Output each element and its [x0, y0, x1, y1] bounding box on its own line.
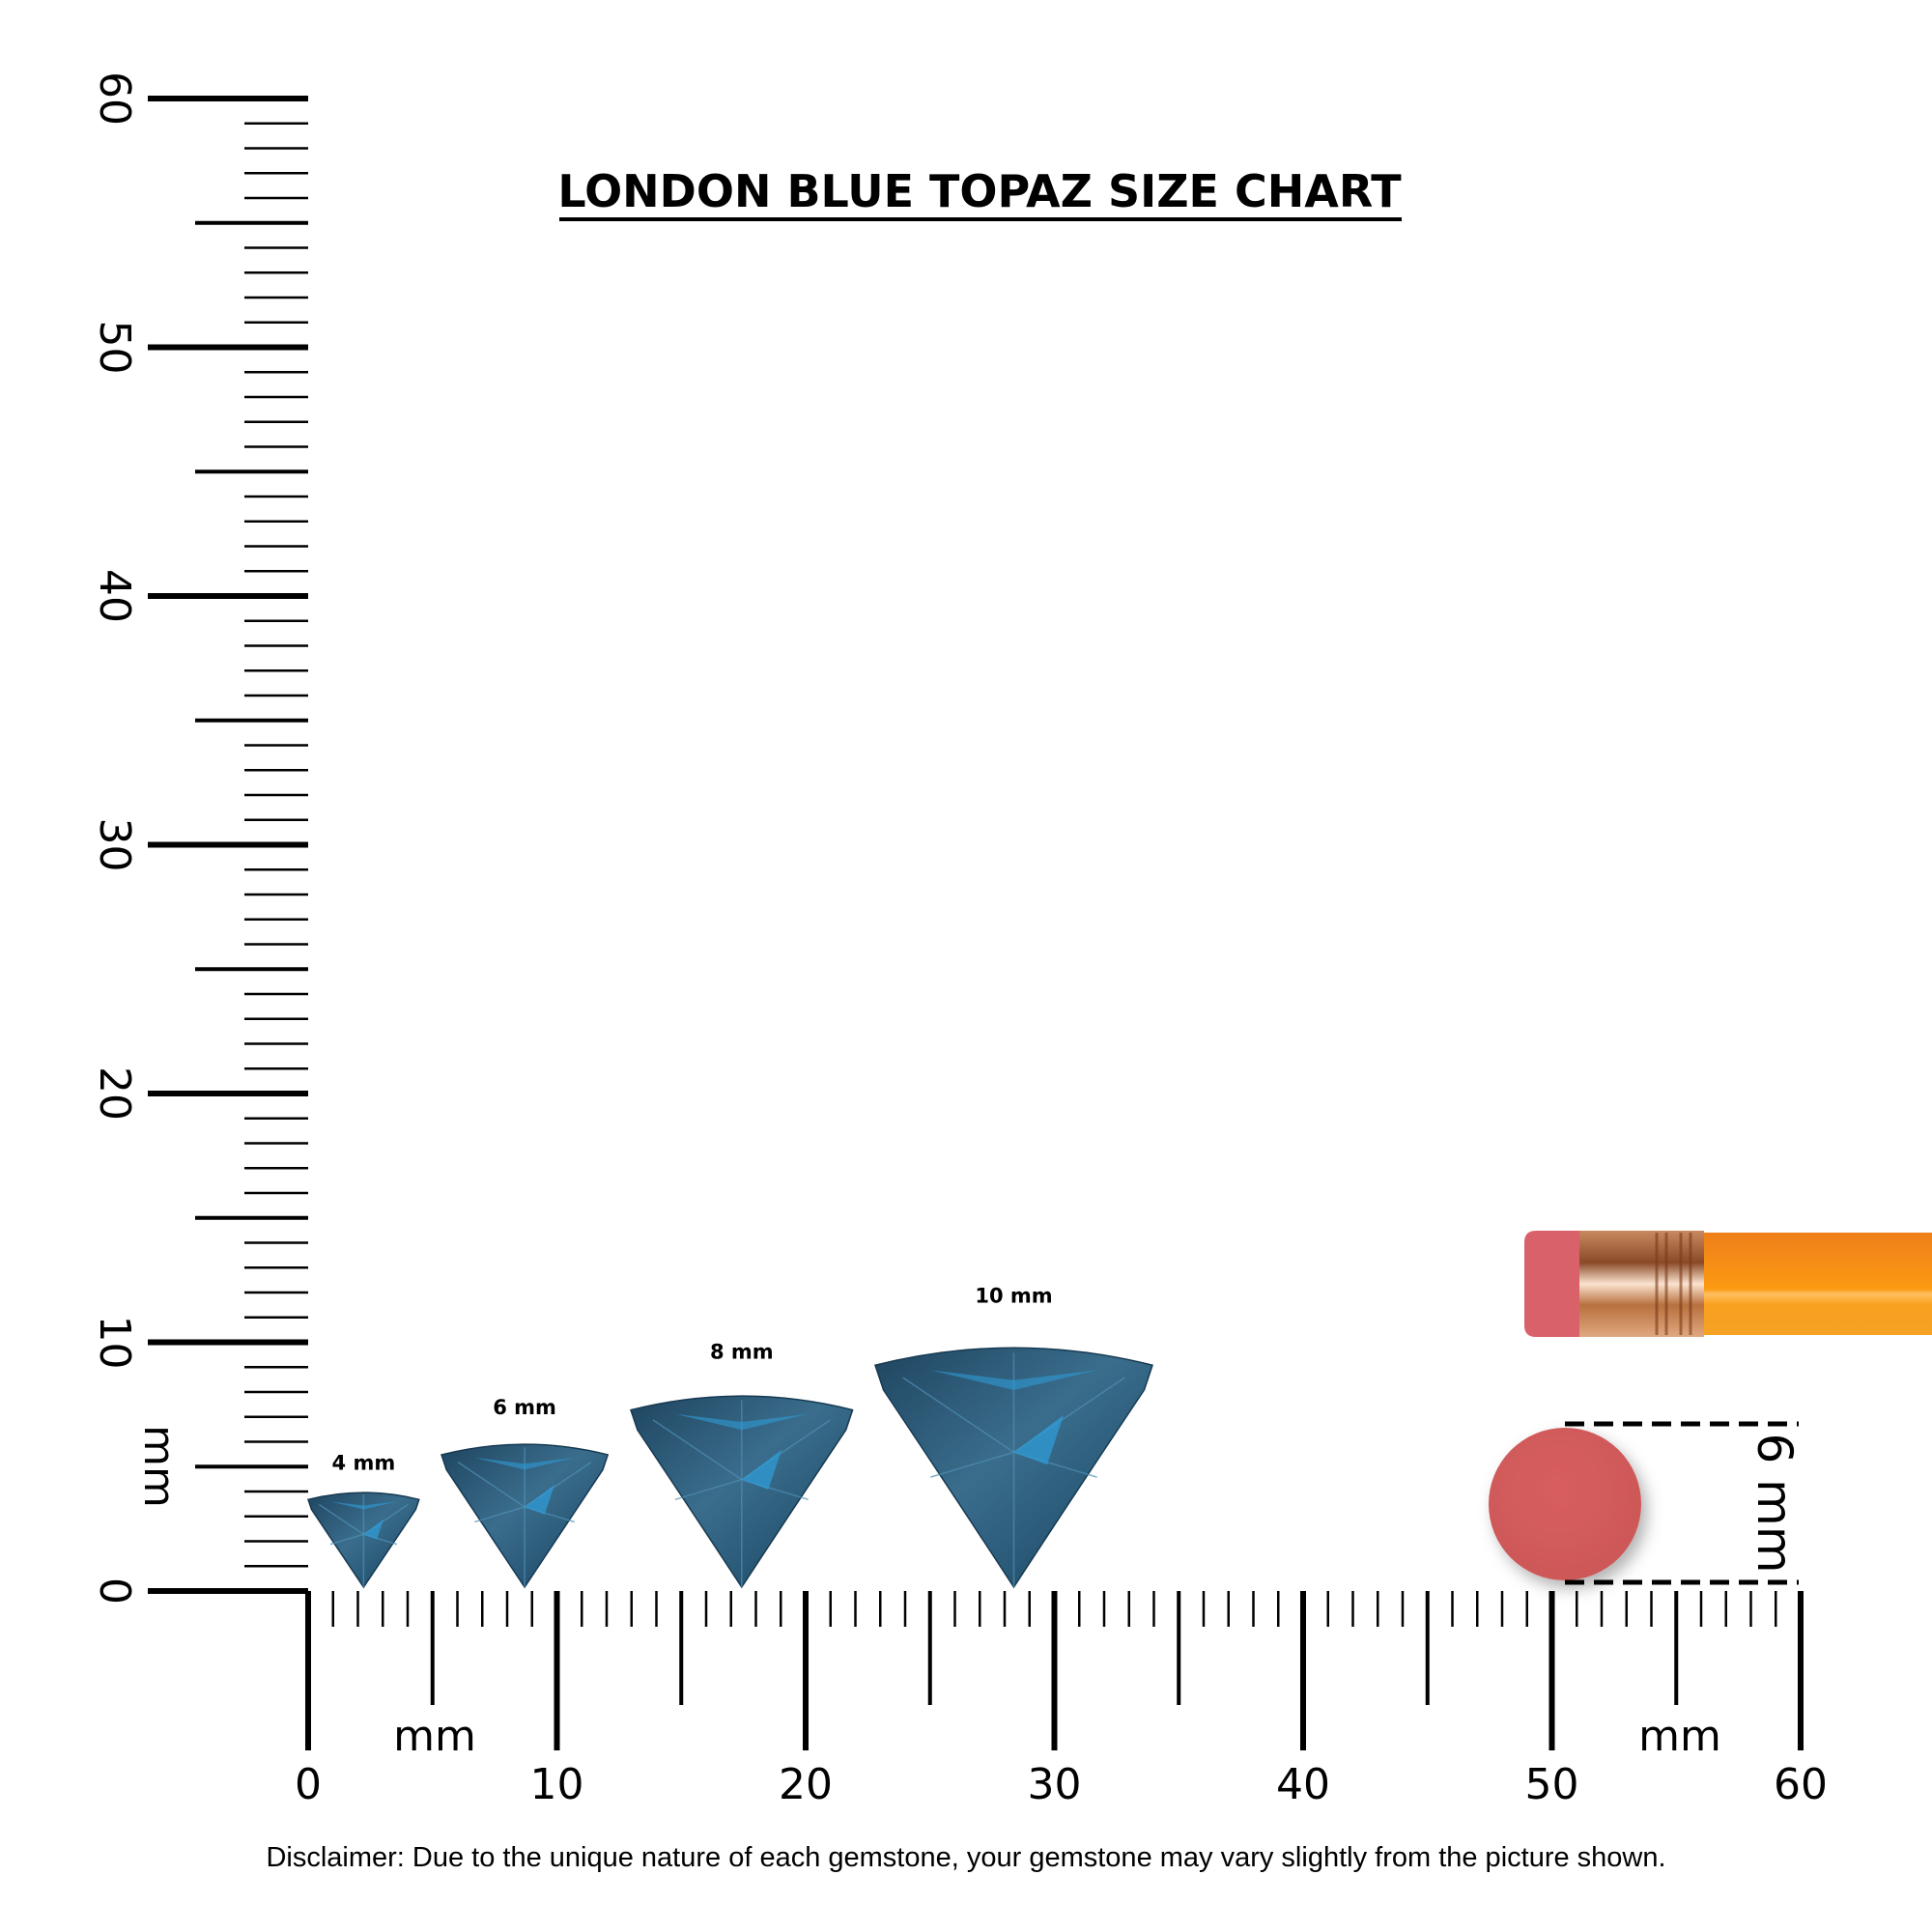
vertical-tick-label: 0 — [90, 1577, 139, 1605]
gem-highlight — [1013, 1414, 1065, 1465]
gem-facet — [457, 1462, 526, 1508]
vertical-unit-label: mm — [134, 1425, 184, 1508]
gem-highlight — [525, 1484, 555, 1515]
vertical-tick-label: 20 — [90, 1066, 139, 1121]
gem-size-label: 4 mm — [332, 1452, 396, 1475]
gem-highlight — [674, 1413, 809, 1431]
horizontal-tick-label: 50 — [1525, 1760, 1579, 1809]
gem-facet — [329, 1533, 364, 1546]
gem-facet — [474, 1506, 526, 1523]
gem-size-label: 8 mm — [710, 1340, 774, 1363]
pencil-eraser — [1524, 1231, 1579, 1337]
gem-8mm: 8 mm — [630, 1340, 854, 1589]
horizontal-tick-label: 40 — [1276, 1760, 1330, 1809]
gem-highlight — [930, 1370, 1097, 1390]
gem-facet — [930, 1451, 1014, 1478]
gem-size-label: 6 mm — [493, 1396, 556, 1419]
gem-6mm: 6 mm — [440, 1396, 610, 1589]
horizontal-tick-label: 60 — [1774, 1760, 1828, 1809]
vertical-tick-label: 60 — [90, 71, 139, 126]
gem-highlight — [474, 1458, 575, 1470]
vertical-tick-label: 40 — [90, 569, 139, 623]
gem-highlight — [363, 1519, 384, 1540]
gem-facet — [902, 1377, 1014, 1453]
gem-10mm: 10 mm — [874, 1285, 1153, 1589]
gem-4mm: 4 mm — [307, 1452, 420, 1589]
vertical-tick-label: 10 — [90, 1316, 139, 1370]
horizontal-ruler: 0 10 20 30 40 50 60 — [295, 1591, 1828, 1809]
gem-facet — [319, 1503, 364, 1535]
gem-facet — [652, 1419, 743, 1481]
vertical-ruler: 0 10 20 30 40 50 60 — [90, 71, 308, 1605]
horizontal-unit-label-right: mm — [1638, 1712, 1721, 1761]
reference-size-label: 6 mm — [1747, 1433, 1803, 1573]
chart-title: LONDON BLUE TOPAZ SIZE CHART — [557, 165, 1402, 217]
horizontal-unit-label-left: mm — [393, 1712, 476, 1761]
pencil-ferrule — [1577, 1231, 1704, 1337]
pencil-body — [1700, 1233, 1932, 1335]
vertical-tick-label: 30 — [90, 818, 139, 872]
disclaimer-text: Disclaimer: Due to the unique nature of … — [266, 1842, 1665, 1873]
eraser-reference-circle — [1489, 1428, 1641, 1580]
gem-size-label: 10 mm — [975, 1285, 1052, 1308]
gem-highlight — [329, 1501, 397, 1510]
pencil-image — [1524, 1231, 1932, 1337]
horizontal-tick-label: 0 — [295, 1760, 322, 1809]
vertical-tick-label: 50 — [90, 321, 139, 375]
horizontal-tick-label: 30 — [1028, 1760, 1082, 1809]
gem-highlight — [741, 1449, 782, 1490]
horizontal-tick-label: 20 — [779, 1760, 833, 1809]
horizontal-tick-label: 10 — [530, 1760, 584, 1809]
gem-facet — [674, 1478, 743, 1501]
gem-group: 4 mm 6 mm 8 mm 10 mm — [307, 1285, 1153, 1589]
